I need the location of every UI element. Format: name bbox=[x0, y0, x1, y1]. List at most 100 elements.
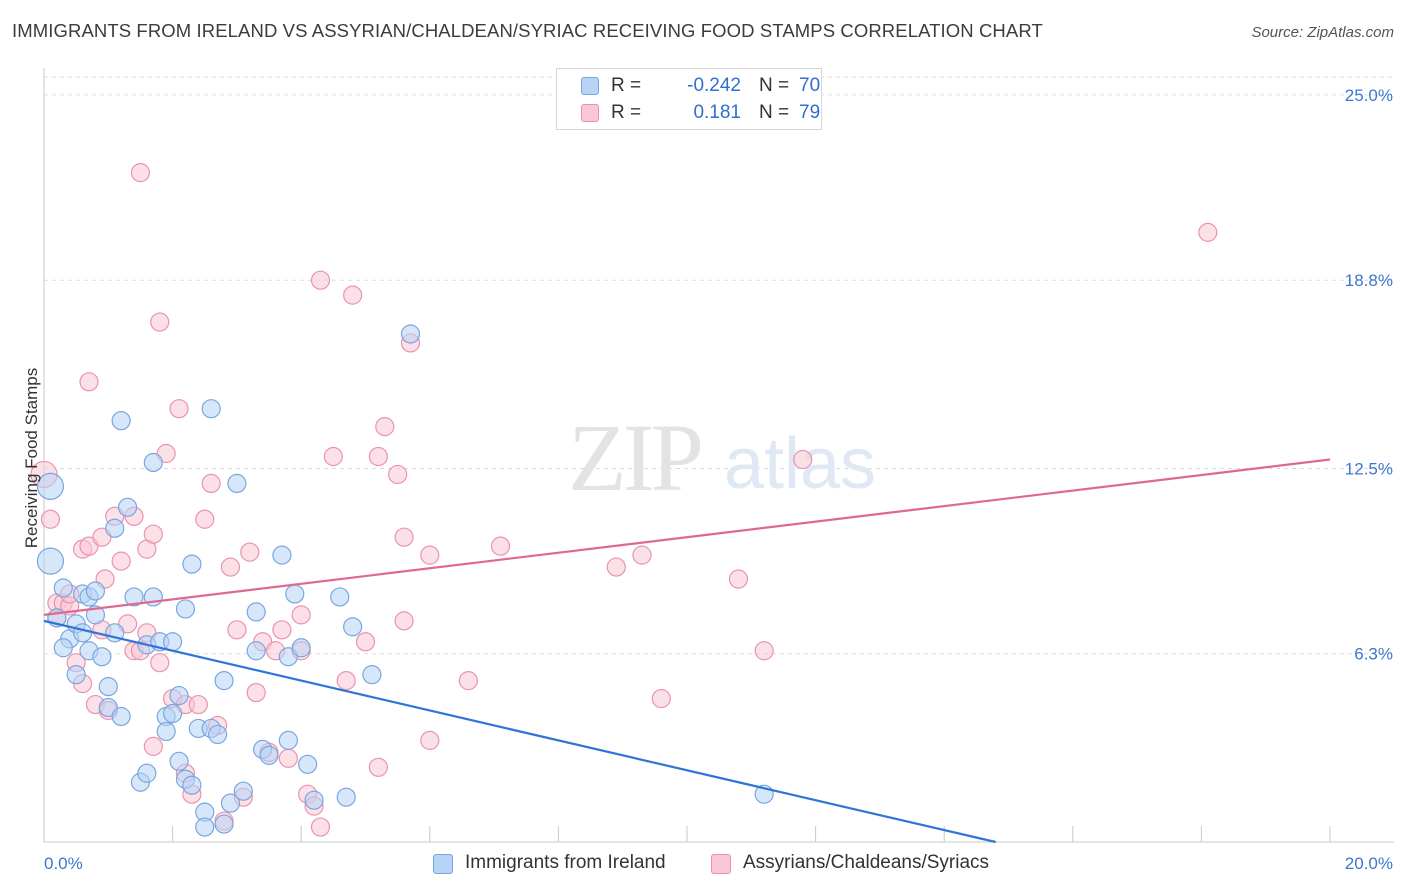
scatter-point bbox=[40, 509, 61, 529]
scatter-point bbox=[79, 372, 99, 392]
scatter-point bbox=[233, 781, 253, 801]
y-axis-title: Receiving Food Stamps bbox=[22, 367, 41, 549]
chart-title: IMMIGRANTS FROM IRELAND VS ASSYRIAN/CHAL… bbox=[12, 20, 1043, 41]
scatter-point bbox=[137, 763, 157, 783]
scatter-point bbox=[36, 547, 65, 575]
scatter-point bbox=[169, 399, 189, 419]
scatter-point bbox=[291, 605, 311, 625]
scatter-point bbox=[388, 464, 408, 485]
scatter-point bbox=[343, 285, 363, 305]
scatter-point bbox=[285, 584, 305, 604]
scatter-point bbox=[291, 638, 311, 658]
scatter-point bbox=[117, 497, 138, 517]
legend-r-label: R = bbox=[611, 102, 642, 123]
scatter-point bbox=[188, 694, 208, 715]
scatter-point bbox=[201, 473, 221, 494]
legend-swatch-blue bbox=[581, 77, 599, 95]
scatter-point bbox=[130, 163, 151, 183]
scatter-point bbox=[362, 665, 382, 685]
scatter-point bbox=[150, 312, 170, 332]
scatter-point bbox=[400, 324, 421, 344]
correlation-legend: R = -0.242 N = 70 R = 0.181 N = 79 bbox=[556, 68, 822, 130]
scatter-point bbox=[259, 745, 279, 765]
scatter-point bbox=[246, 641, 266, 661]
scatter-point bbox=[394, 611, 414, 631]
watermark: ZIP atlas bbox=[568, 404, 876, 511]
watermark-zip: ZIP bbox=[568, 404, 701, 511]
scatter-point bbox=[310, 270, 331, 290]
scatter-point bbox=[375, 417, 395, 437]
tick-labels: 6.3% 12.5% 18.8% 25.0% 0.0% 20.0% bbox=[44, 86, 1393, 873]
scatter-point bbox=[150, 653, 170, 673]
scatter-point bbox=[278, 748, 298, 768]
scatter-point bbox=[66, 665, 86, 685]
scatter-point bbox=[490, 536, 511, 556]
scatter-point bbox=[323, 446, 343, 467]
legend-r-value: 0.181 bbox=[693, 102, 741, 123]
scatter-point bbox=[368, 446, 388, 467]
scatter-point bbox=[169, 685, 189, 706]
scatter-point bbox=[651, 688, 671, 709]
scatter-point bbox=[420, 730, 440, 750]
series-blue-points bbox=[36, 324, 774, 837]
scatter-point bbox=[111, 551, 131, 571]
scatter-point bbox=[394, 527, 414, 547]
scatter-point bbox=[163, 703, 183, 724]
legend-n-label: N = bbox=[759, 75, 790, 96]
legend-label-ireland: Immigrants from Ireland bbox=[465, 852, 666, 873]
scatter-point bbox=[227, 620, 247, 640]
scatter-point bbox=[728, 569, 749, 589]
scatter-point bbox=[124, 587, 144, 607]
scatter-point bbox=[310, 817, 331, 837]
scatter-point bbox=[368, 757, 388, 777]
scatter-point bbox=[208, 724, 228, 745]
scatter-point bbox=[330, 587, 350, 607]
scatter-point bbox=[355, 632, 376, 652]
legend-n-value: 70 bbox=[799, 75, 821, 96]
legend-r-value: -0.242 bbox=[687, 75, 741, 96]
scatter-point bbox=[98, 677, 118, 697]
scatter-point bbox=[336, 787, 356, 807]
y-tick-label: 12.5% bbox=[1345, 459, 1393, 478]
scatter-point bbox=[246, 602, 266, 622]
scatter-point bbox=[111, 411, 131, 431]
scatter-point bbox=[298, 754, 318, 774]
y-tick-label: 6.3% bbox=[1354, 645, 1393, 664]
legend-swatch-blue bbox=[433, 854, 453, 874]
scatter-point bbox=[214, 814, 234, 834]
scatter-point bbox=[143, 524, 163, 544]
scatter-point bbox=[195, 509, 215, 529]
scatter-point bbox=[754, 641, 774, 661]
scatter-point bbox=[220, 793, 241, 813]
x-tick-label: 20.0% bbox=[1345, 854, 1393, 873]
scatter-point bbox=[169, 751, 189, 771]
legend-swatch-pink bbox=[581, 104, 599, 122]
scatter-point bbox=[278, 730, 298, 750]
legend-n-value: 79 bbox=[799, 102, 821, 123]
scatter-point bbox=[156, 721, 176, 742]
scatter-point bbox=[163, 632, 183, 652]
scatter-point bbox=[420, 545, 440, 565]
legend-label-assyrian: Assyrians/Chaldeans/Syriacs bbox=[743, 852, 990, 873]
scatter-point bbox=[246, 682, 266, 703]
y-tick-label: 18.8% bbox=[1345, 271, 1393, 290]
trend-lines bbox=[43, 458, 1331, 844]
scatter-point bbox=[793, 449, 813, 470]
scatter-point bbox=[175, 599, 196, 619]
scatter-point bbox=[201, 399, 221, 419]
source-label: Source: ZipAtlas.com bbox=[1251, 24, 1394, 41]
scatter-point bbox=[92, 647, 112, 667]
scatter-point bbox=[272, 545, 292, 565]
scatter-point bbox=[1198, 222, 1218, 242]
scatter-point bbox=[227, 473, 247, 494]
axes bbox=[43, 68, 1394, 843]
scatter-point bbox=[220, 557, 241, 577]
scatter-point bbox=[143, 452, 163, 473]
scatter-point bbox=[85, 581, 106, 601]
scatter-point bbox=[85, 605, 106, 625]
scatter-point bbox=[36, 472, 65, 500]
scatter-point bbox=[240, 542, 260, 562]
scatter-point bbox=[111, 706, 131, 727]
legend-r-label: R = bbox=[611, 75, 642, 96]
gridlines bbox=[44, 76, 1394, 655]
